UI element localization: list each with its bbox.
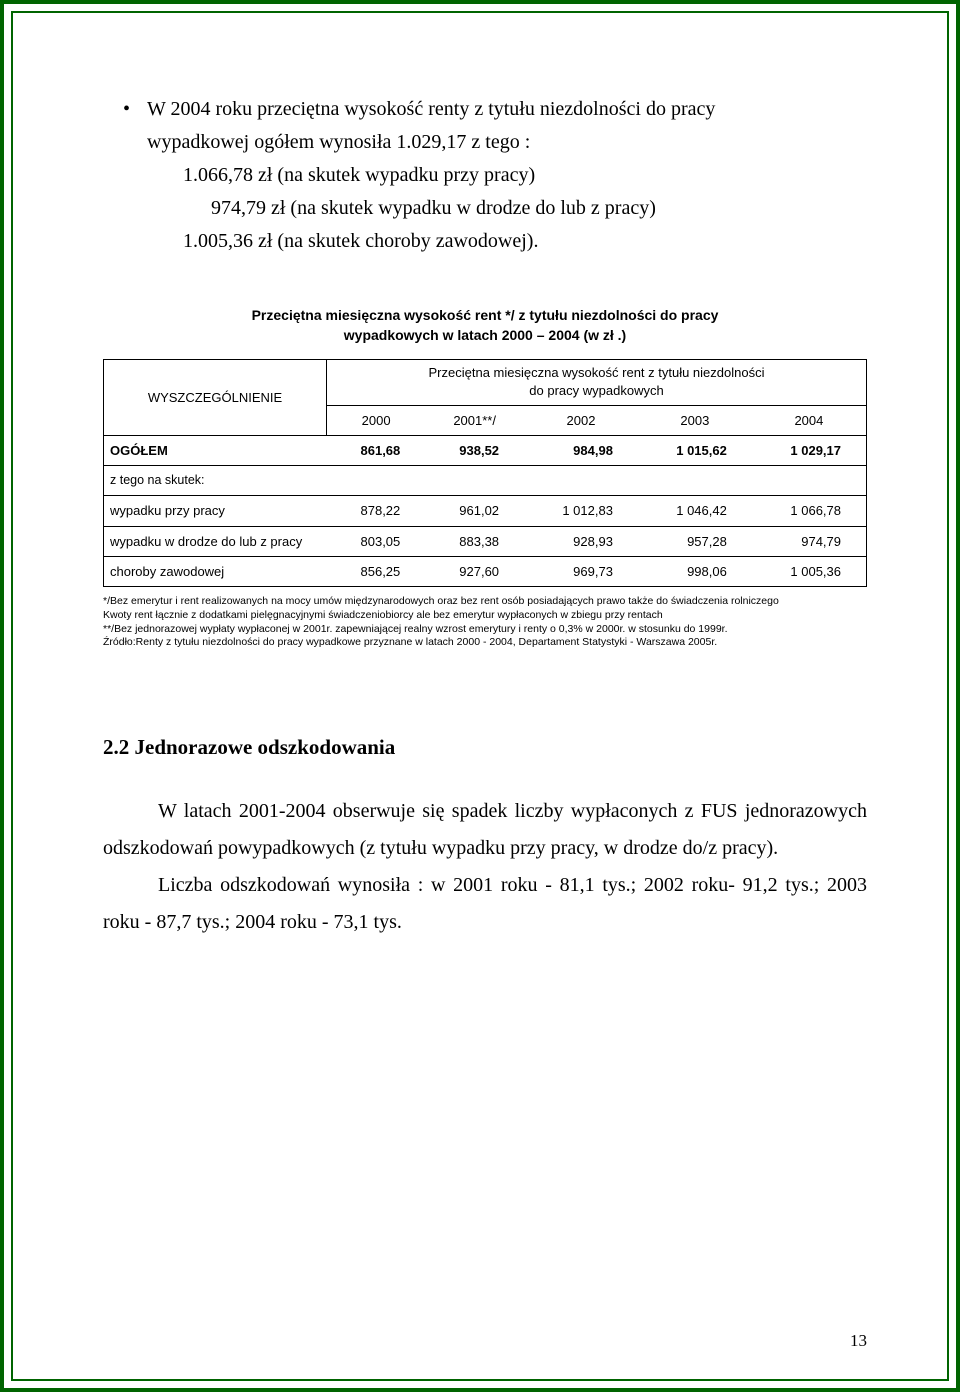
footnote-2: Kwoty rent łącznie z dodatkami pielęgnac… xyxy=(103,609,867,623)
table-title-l2: wypadkowych w latach 2000 – 2004 (w zł .… xyxy=(344,327,626,343)
year-2000: 2000 xyxy=(327,405,426,435)
row2-v0: 856,25 xyxy=(327,556,426,586)
row2-label: choroby zawodowej xyxy=(104,556,327,586)
row0-v3: 1 046,42 xyxy=(638,496,752,526)
bullet-sub3: 1.005,36 zł (na skutek choroby zawodowej… xyxy=(123,225,867,258)
row1-v0: 803,05 xyxy=(327,526,426,556)
col-header-rowlabel: WYSZCZEGÓLNIENIE xyxy=(104,360,327,436)
row2-v4: 1 005,36 xyxy=(752,556,867,586)
year-2004: 2004 xyxy=(752,405,867,435)
row2-v2: 969,73 xyxy=(524,556,638,586)
row1-v3: 957,28 xyxy=(638,526,752,556)
row0-v2: 1 012,83 xyxy=(524,496,638,526)
bullet-sub2: 974,79 zł (na skutek wypadku w drodze do… xyxy=(123,192,867,225)
footnote-4: Źródło:Renty z tytułu niezdolności do pr… xyxy=(103,636,867,650)
section-p1: W latach 2001-2004 obserwuje się spadek … xyxy=(103,793,867,867)
outer-frame: • W 2004 roku przeciętna wysokość renty … xyxy=(0,0,960,1392)
bullet-text-line2: wypadkowej ogółem wynosiła 1.029,17 z te… xyxy=(123,126,867,159)
row2-v1: 927,60 xyxy=(425,556,524,586)
page-number: 13 xyxy=(850,1331,867,1351)
ogolem-2003: 1 015,62 xyxy=(638,436,752,466)
page-content: • W 2004 roku przeciętna wysokość renty … xyxy=(103,93,867,941)
ztego-label: z tego na skutek: xyxy=(104,466,327,496)
inner-frame: • W 2004 roku przeciętna wysokość renty … xyxy=(11,11,949,1381)
ogolem-2000: 861,68 xyxy=(327,436,426,466)
bullet-sub1: 1.066,78 zł (na skutek wypadku przy prac… xyxy=(123,159,867,192)
row1-v4: 974,79 xyxy=(752,526,867,556)
row0-label: wypadku przy pracy xyxy=(104,496,327,526)
col-group-l1: Przeciętna miesięczna wysokość rent z ty… xyxy=(429,365,765,380)
ogolem-2004: 1 029,17 xyxy=(752,436,867,466)
ogolem-2001: 938,52 xyxy=(425,436,524,466)
section-p2: Liczba odszkodowań wynosiła : w 2001 rok… xyxy=(103,867,867,941)
col-group-header: Przeciętna miesięczna wysokość rent z ty… xyxy=(327,360,867,405)
table-title: Przeciętna miesięczna wysokość rent */ z… xyxy=(103,306,867,345)
row1-v2: 928,93 xyxy=(524,526,638,556)
ogolem-label: OGÓŁEM xyxy=(104,436,327,466)
bullet-icon: • xyxy=(123,93,147,126)
section-heading: 2.2 Jednorazowe odszkodowania xyxy=(103,730,867,765)
row0-v0: 878,22 xyxy=(327,496,426,526)
year-2002: 2002 xyxy=(524,405,638,435)
year-2003: 2003 xyxy=(638,405,752,435)
year-2001: 2001**/ xyxy=(425,405,524,435)
footnote-1: */Bez emerytur i rent realizowanych na m… xyxy=(103,595,867,609)
bullet-block: • W 2004 roku przeciętna wysokość renty … xyxy=(123,93,867,258)
data-table: WYSZCZEGÓLNIENIE Przeciętna miesięczna w… xyxy=(103,359,867,587)
footnotes: */Bez emerytur i rent realizowanych na m… xyxy=(103,595,867,650)
table-title-l1: Przeciętna miesięczna wysokość rent */ z… xyxy=(252,307,719,323)
row0-v1: 961,02 xyxy=(425,496,524,526)
row0-v4: 1 066,78 xyxy=(752,496,867,526)
row1-v1: 883,38 xyxy=(425,526,524,556)
row2-v3: 998,06 xyxy=(638,556,752,586)
col-group-l2: do pracy wypadkowych xyxy=(529,383,663,398)
ogolem-2002: 984,98 xyxy=(524,436,638,466)
bullet-text-line1: W 2004 roku przeciętna wysokość renty z … xyxy=(147,93,715,126)
row1-label: wypadku w drodze do lub z pracy xyxy=(104,526,327,556)
footnote-3: **/Bez jednorazowej wypłaty wypłaconej w… xyxy=(103,623,867,637)
